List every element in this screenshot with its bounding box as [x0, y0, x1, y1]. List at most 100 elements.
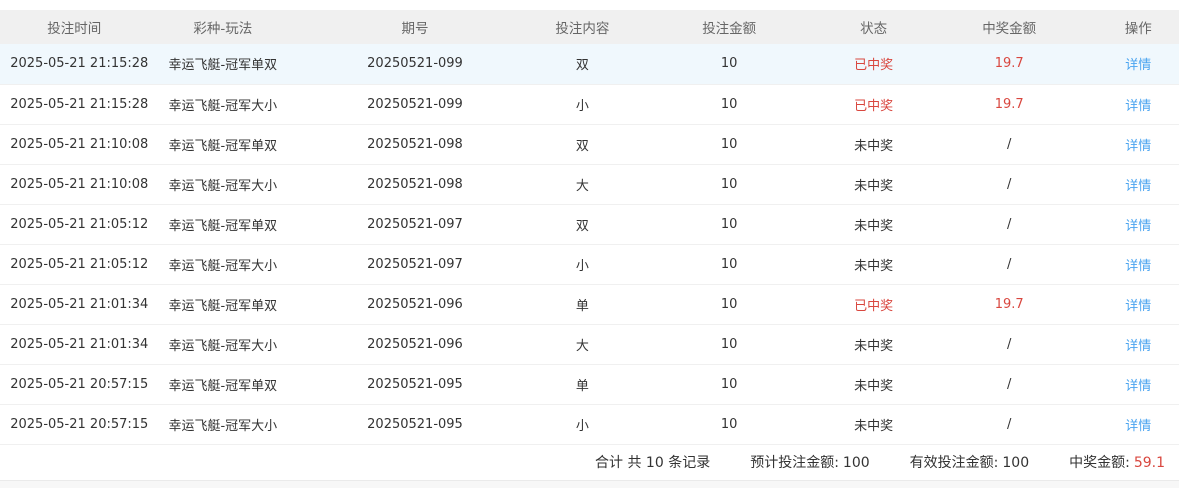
table-row: 2025-05-21 21:05:12 幸运飞艇-冠军单双 20250521-0… — [0, 204, 1179, 245]
header-issue: 期号 — [297, 10, 533, 44]
status-cell: 已中奖 — [826, 44, 921, 85]
header-status: 状态 — [826, 10, 921, 44]
prize-cell: 19.7 — [920, 84, 1098, 125]
status-cell: 未中奖 — [826, 124, 921, 165]
bet-time-cell: 2025-05-21 21:01:34 — [0, 324, 149, 365]
prize-cell: 19.7 — [920, 44, 1098, 85]
detail-link[interactable]: 详情 — [1125, 178, 1152, 194]
game-type-cell: 幸运飞艇-冠军单双 — [148, 124, 298, 165]
bet-amount-cell: 10 — [631, 404, 827, 445]
table-row: 2025-05-21 20:57:15 幸运飞艇-冠军单双 20250521-0… — [0, 364, 1179, 405]
bet-amount-cell: 10 — [631, 244, 827, 285]
game-type-cell: 幸运飞艇-冠军大小 — [148, 244, 298, 285]
bet-amount-cell: 10 — [631, 324, 827, 365]
summary-bar: 合计 共 10 条记录 预计投注金额: 100 有效投注金额: 100 中奖金额: 5… — [0, 444, 1179, 481]
header-actions: 操作 — [1097, 10, 1179, 44]
issue-cell: 20250521-099 — [297, 44, 533, 85]
bet-time-cell: 2025-05-21 20:57:15 — [0, 364, 149, 405]
table-row: 2025-05-21 21:01:34 幸运飞艇-冠军单双 20250521-0… — [0, 284, 1179, 325]
bet-content-cell: 双 — [532, 44, 632, 85]
table-row: 2025-05-21 21:10:08 幸运飞艇-冠军大小 20250521-0… — [0, 164, 1179, 205]
summary-prize-value: 59.1 — [1133, 455, 1165, 471]
table-row: 2025-05-21 21:15:28 幸运飞艇-冠军大小 20250521-0… — [0, 84, 1179, 125]
status-cell: 未中奖 — [826, 404, 921, 445]
issue-cell: 20250521-099 — [297, 84, 533, 125]
table-row: 2025-05-21 21:01:34 幸运飞艇-冠军大小 20250521-0… — [0, 324, 1179, 365]
action-cell: 详情 — [1097, 44, 1179, 85]
header-bet-amount: 投注金额 — [631, 10, 827, 44]
issue-cell: 20250521-097 — [297, 244, 533, 285]
detail-link[interactable]: 详情 — [1125, 258, 1152, 274]
bet-amount-cell: 10 — [631, 164, 827, 205]
game-type-cell: 幸运飞艇-冠军单双 — [148, 364, 298, 405]
status-cell: 未中奖 — [826, 164, 921, 205]
bet-content-cell: 大 — [532, 324, 632, 365]
detail-link[interactable]: 详情 — [1125, 98, 1152, 114]
issue-cell: 20250521-097 — [297, 204, 533, 245]
bet-records-table: 投注时间 彩种-玩法 期号 投注内容 投注金额 状态 中奖金额 操作 2025-… — [0, 10, 1179, 445]
action-cell: 详情 — [1097, 244, 1179, 285]
bet-time-cell: 2025-05-21 20:57:15 — [0, 404, 149, 445]
action-cell: 详情 — [1097, 284, 1179, 325]
issue-cell: 20250521-096 — [297, 324, 533, 365]
prize-cell: / — [920, 244, 1098, 285]
prize-cell: / — [920, 364, 1098, 405]
bet-time-cell: 2025-05-21 21:10:08 — [0, 164, 149, 205]
header-game-type: 彩种-玩法 — [148, 10, 298, 44]
detail-link[interactable]: 详情 — [1125, 138, 1152, 154]
summary-valid-bet-label: 有效投注金额: — [909, 455, 999, 471]
header-prize-amount: 中奖金额 — [920, 10, 1098, 44]
detail-link[interactable]: 详情 — [1125, 218, 1152, 234]
bet-content-cell: 双 — [532, 204, 632, 245]
detail-link[interactable]: 详情 — [1125, 298, 1152, 314]
header-bet-content: 投注内容 — [532, 10, 632, 44]
game-type-cell: 幸运飞艇-冠军单双 — [148, 284, 298, 325]
action-cell: 详情 — [1097, 84, 1179, 125]
game-type-cell: 幸运飞艇-冠军大小 — [148, 164, 298, 205]
issue-cell: 20250521-095 — [297, 404, 533, 445]
detail-link[interactable]: 详情 — [1125, 338, 1152, 354]
action-cell: 详情 — [1097, 204, 1179, 245]
bet-content-cell: 单 — [532, 284, 632, 325]
action-cell: 详情 — [1097, 124, 1179, 165]
summary-prize: 中奖金额: 59.1 — [1069, 452, 1165, 472]
summary-expected-bet-value: 100 — [842, 455, 870, 471]
status-cell: 已中奖 — [826, 284, 921, 325]
summary-prize-label: 中奖金额: — [1069, 455, 1130, 471]
table-row: 2025-05-21 21:10:08 幸运飞艇-冠军单双 20250521-0… — [0, 124, 1179, 165]
bottom-strip — [0, 480, 1179, 488]
bet-amount-cell: 10 — [631, 84, 827, 125]
bet-content-cell: 小 — [532, 244, 632, 285]
prize-cell: / — [920, 404, 1098, 445]
bet-time-cell: 2025-05-21 21:10:08 — [0, 124, 149, 165]
bet-amount-cell: 10 — [631, 204, 827, 245]
action-cell: 详情 — [1097, 404, 1179, 445]
bet-content-cell: 大 — [532, 164, 632, 205]
bet-time-cell: 2025-05-21 21:15:28 — [0, 44, 149, 85]
bet-content-cell: 单 — [532, 364, 632, 405]
detail-link[interactable]: 详情 — [1125, 378, 1152, 394]
detail-link[interactable]: 详情 — [1125, 418, 1152, 434]
bet-content-cell: 小 — [532, 404, 632, 445]
bet-amount-cell: 10 — [631, 364, 827, 405]
status-cell: 未中奖 — [826, 244, 921, 285]
prize-cell: / — [920, 324, 1098, 365]
issue-cell: 20250521-098 — [297, 124, 533, 165]
summary-total-records: 合计 共 10 条记录 — [595, 455, 711, 471]
table-row: 2025-05-21 21:15:28 幸运飞艇-冠军单双 20250521-0… — [0, 44, 1179, 85]
bet-time-cell: 2025-05-21 21:05:12 — [0, 244, 149, 285]
game-type-cell: 幸运飞艇-冠军大小 — [148, 404, 298, 445]
detail-link[interactable]: 详情 — [1125, 58, 1152, 74]
issue-cell: 20250521-096 — [297, 284, 533, 325]
status-cell: 已中奖 — [826, 84, 921, 125]
status-cell: 未中奖 — [826, 324, 921, 365]
table-row: 2025-05-21 20:57:15 幸运飞艇-冠军大小 20250521-0… — [0, 404, 1179, 445]
header-bet-time: 投注时间 — [0, 10, 149, 44]
table-row: 2025-05-21 21:05:12 幸运飞艇-冠军大小 20250521-0… — [0, 244, 1179, 285]
summary-valid-bet: 有效投注金额: 100 — [910, 452, 1029, 472]
bet-content-cell: 小 — [532, 84, 632, 125]
table-header-row: 投注时间 彩种-玩法 期号 投注内容 投注金额 状态 中奖金额 操作 — [0, 10, 1179, 44]
action-cell: 详情 — [1097, 164, 1179, 205]
bet-amount-cell: 10 — [631, 44, 827, 85]
